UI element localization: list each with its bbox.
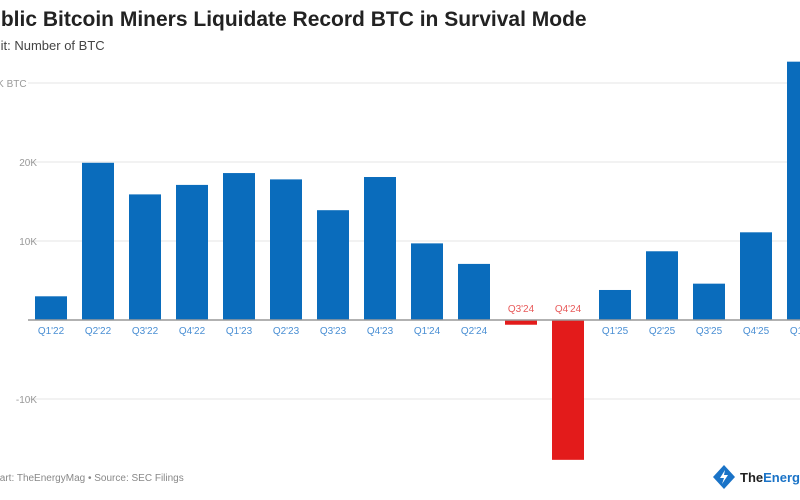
bar <box>646 251 678 320</box>
bar <box>270 179 302 320</box>
bar <box>82 162 114 320</box>
x-tick-label: Q1'23 <box>226 326 253 337</box>
bar <box>411 243 443 320</box>
x-tick-label: Q4'23 <box>367 326 394 337</box>
chart-title: Public Bitcoin Miners Liquidate Record B… <box>0 8 587 31</box>
y-tick-label: 30K BTC <box>0 79 27 90</box>
x-tick-label: Q1'25 <box>602 326 629 337</box>
x-tick-label: Q3'23 <box>320 326 347 337</box>
x-tick-label: Q1'24 <box>414 326 441 337</box>
x-tick-label: Q2'23 <box>273 326 300 337</box>
bar <box>505 320 537 325</box>
x-tick-label: Q3'24 <box>508 304 535 315</box>
bar <box>223 173 255 320</box>
x-tick-label: Q1'26 <box>790 326 800 337</box>
bar <box>458 263 490 320</box>
x-tick-label: Q3'25 <box>696 326 723 337</box>
y-tick-label: 10K <box>19 237 37 248</box>
logo-text-the: The <box>740 469 764 485</box>
chart-footer: Chart: TheEnergyMag • Source: SEC Filing… <box>0 473 184 484</box>
bar <box>693 283 725 320</box>
x-tick-label: Q2'22 <box>85 326 112 337</box>
bar <box>364 177 396 320</box>
y-tick-label: 20K <box>19 158 37 169</box>
bar <box>552 320 584 460</box>
bar <box>176 184 208 320</box>
x-tick-label: Q3'22 <box>132 326 159 337</box>
energy-logo-icon <box>713 465 735 489</box>
bar <box>317 210 349 320</box>
x-tick-label: Q4'22 <box>179 326 206 337</box>
bar <box>35 296 67 320</box>
bar <box>787 61 800 321</box>
logo: TheEnergyMag <box>712 464 800 490</box>
x-tick-label: Q1'22 <box>38 326 65 337</box>
chart-subtitle: Unit: Number of BTC <box>0 38 105 53</box>
bar <box>740 232 772 320</box>
logo-text-brand: EnergyMag <box>763 469 800 485</box>
bar <box>599 289 631 320</box>
x-tick-label: Q4'24 <box>555 304 582 315</box>
x-tick-label: Q2'25 <box>649 326 676 337</box>
x-tick-label: Q4'25 <box>743 326 770 337</box>
bar <box>129 194 161 320</box>
x-tick-label: Q2'24 <box>461 326 488 337</box>
y-tick-label: -10K <box>16 395 37 406</box>
